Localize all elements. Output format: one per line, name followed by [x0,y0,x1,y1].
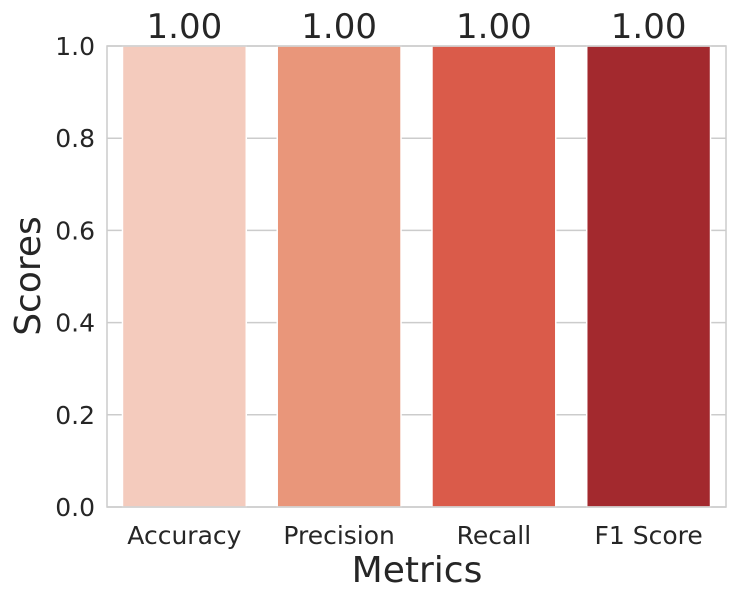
bar-value-label: 1.00 [301,7,377,47]
y-tick-label: 1.0 [55,32,95,61]
x-tick-label: Recall [457,521,532,550]
x-axis-title: Metrics [352,550,483,591]
bar-accuracy [121,45,248,508]
bar-value-label: 1.00 [456,7,532,47]
data-labels: 1.00 1.00 1.00 1.00 [147,7,687,47]
bar-precision [276,45,402,508]
bar-value-label: 1.00 [611,7,687,47]
x-tick-label: F1 Score [594,521,702,550]
y-tick-label: 0.8 [55,124,95,153]
bar-recall [431,45,557,508]
y-tick-label: 0.2 [55,401,95,430]
y-axis-title: Scores [8,216,49,336]
x-tick-labels: Accuracy Precision Recall F1 Score [127,521,702,550]
bar-value-label: 1.00 [147,7,223,47]
bars [121,45,712,508]
x-tick-label: Precision [283,521,395,550]
plot-frame [106,45,727,508]
y-tick-label: 0.0 [55,493,95,522]
y-tick-labels: 0.0 0.2 0.4 0.6 0.8 1.0 [55,32,95,522]
y-tick-label: 0.6 [55,216,95,245]
x-tick-label: Accuracy [127,521,241,550]
bar-f1-score [585,45,712,508]
y-tick-label: 0.4 [55,309,95,338]
